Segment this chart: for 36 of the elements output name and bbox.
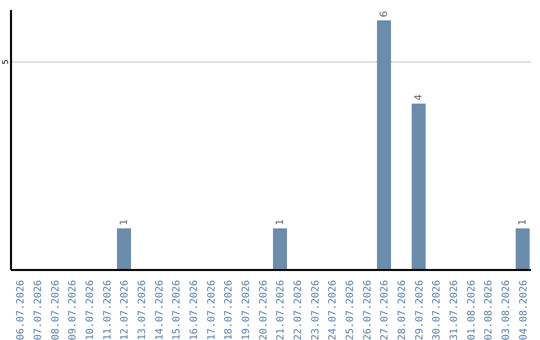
x-tick-label: 17.07.2026: [206, 280, 218, 340]
x-tick-label: 12.07.2026: [120, 280, 131, 340]
x-tick-label: 29.07.2026: [414, 280, 426, 340]
x-tick-label: 31.07.2026: [449, 280, 460, 340]
x-tick-label: 13.07.2026: [137, 280, 148, 340]
x-tick-label: 11.07.2026: [102, 280, 114, 340]
data-label: 6: [379, 11, 390, 18]
x-tick-label: 26.07.2026: [362, 280, 374, 340]
x-tick-label: 06.07.2026: [16, 280, 27, 340]
data-label: 1: [518, 219, 529, 226]
x-tick-label: 09.07.2026: [68, 280, 79, 340]
x-tick-label: 25.07.2026: [345, 280, 356, 340]
x-tick-label: 08.07.2026: [50, 280, 62, 340]
x-tick-label: 19.07.2026: [241, 280, 252, 340]
x-tick-label: 23.07.2026: [310, 280, 322, 340]
x-tick-label: 01.08.2026: [466, 280, 478, 340]
data-label: 1: [119, 219, 130, 226]
x-tick-label: 22.07.2026: [293, 280, 304, 340]
x-tick-label: 14.07.2026: [154, 280, 166, 340]
x-tick-label: 20.07.2026: [258, 280, 270, 340]
data-label: 4: [414, 94, 425, 101]
x-tick-label: 21.07.2026: [276, 280, 287, 340]
x-tick-label: 27.07.2026: [380, 280, 391, 340]
x-tick-label: 30.07.2026: [432, 280, 443, 340]
x-tick-label: 03.08.2026: [501, 280, 512, 340]
x-tick-label: 16.07.2026: [189, 280, 200, 340]
x-tick-label: 10.07.2026: [85, 280, 96, 340]
x-tick-label: 02.08.2026: [484, 280, 495, 340]
y-tick-label: 5: [1, 59, 10, 65]
x-tick-label: 07.07.2026: [33, 280, 44, 340]
x-tick-label: 24.07.2026: [328, 280, 339, 340]
x-tick-label: 15.07.2026: [172, 280, 183, 340]
data-label: 1: [275, 219, 286, 226]
x-tick-label: 04.08.2026: [518, 280, 530, 340]
x-tick-label: 18.07.2026: [224, 280, 235, 340]
x-tick-label: 28.07.2026: [397, 280, 408, 340]
